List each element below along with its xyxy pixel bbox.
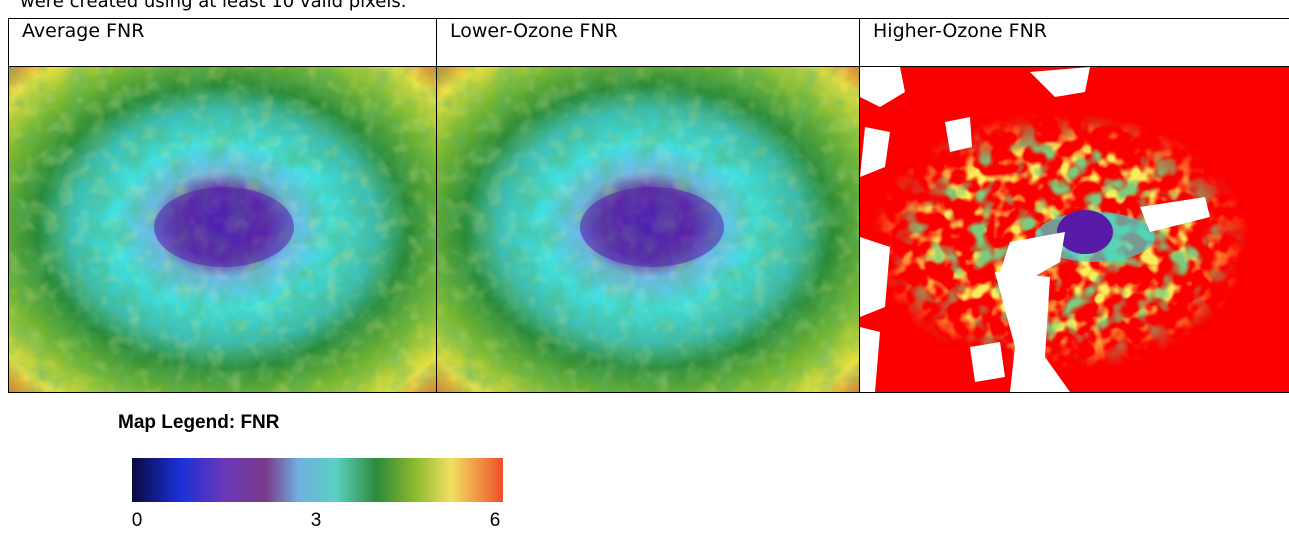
legend-tick-label: 6 [489, 510, 501, 531]
legend-tick-label: 0 [131, 510, 143, 531]
header-cell: Average FNR [8, 18, 437, 67]
map-cell [436, 66, 860, 393]
map-cell [8, 66, 437, 393]
map-higher-ozone [860, 67, 1289, 392]
map-lower-ozone [437, 67, 859, 392]
legend-title: Map Legend: FNR [118, 412, 280, 433]
map-table: Average FNR Lower-Ozone FNR Higher-Ozone… [8, 18, 1289, 393]
intro-text: were created using at least 10 valid pix… [20, 0, 407, 12]
map-average [9, 67, 436, 392]
map-cell [859, 66, 1289, 393]
header-cell: Higher-Ozone FNR [859, 18, 1289, 67]
legend-tick-label: 3 [310, 510, 322, 531]
legend-colorbar [132, 458, 503, 502]
header-cell: Lower-Ozone FNR [436, 18, 860, 67]
